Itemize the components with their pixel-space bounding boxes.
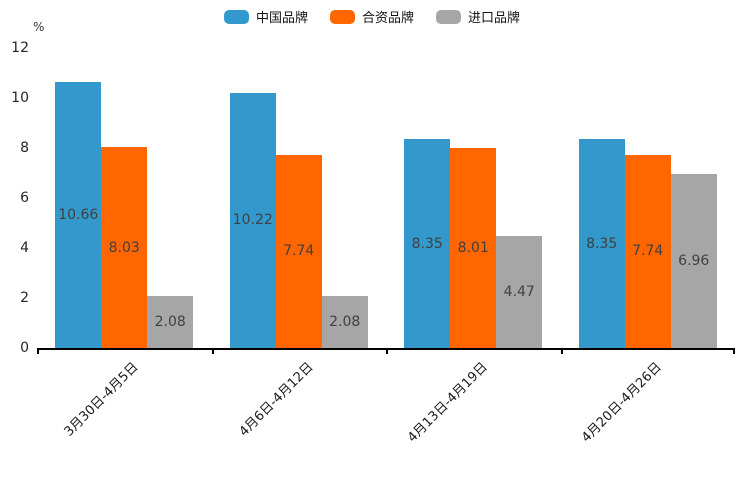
x-axis-tick [386,348,388,354]
y-axis-labels: 0 2 4 6 8 10 12 [0,40,29,356]
y-tick-label: 12 [11,40,29,56]
bar-series-1[interactable]: 7.74 [275,154,322,348]
x-axis-tick [560,348,563,354]
y-tick-label: 4 [20,240,29,256]
y-tick-label: 8 [20,140,29,156]
bar-series-1[interactable]: 8.01 [450,147,497,348]
bar-series-2[interactable]: 2.08 [147,296,194,348]
x-category-label: 4月13日-4月19日 [404,359,491,446]
bar-value-label: 10.66 [58,206,99,223]
bar-series-1[interactable]: 7.74 [624,154,671,348]
bar-series-0[interactable]: 10.22 [229,92,276,348]
legend-item-series-1[interactable]: 合资品牌 [329,7,414,26]
bar-group: 10.22 7.74 2.08 [212,48,387,348]
y-tick-label: 6 [20,190,29,206]
plot-area: 10.66 8.03 2.08 3月30日-4月5日 10.22 7.74 2.08 4月6日… [37,48,736,446]
bar-group: 8.35 7.74 6.96 [561,48,736,348]
x-category-label: 3月30日-4月5日 [61,359,142,440]
bar-value-label: 2.08 [329,314,361,330]
bar-value-label: 7.74 [283,243,315,260]
bar-value-label: 4.47 [503,284,535,301]
x-axis-tick [211,348,214,354]
x-axis-tick [37,348,39,354]
legend-swatch-icon [329,9,355,24]
bar-series-2[interactable]: 4.47 [496,236,543,348]
legend-label: 进口品牌 [468,11,521,26]
bar-value-label: 8.35 [586,235,618,252]
x-category-label: 4月6日-4月12日 [236,359,317,440]
bar-value-label: 6.96 [678,253,710,269]
y-tick-label: 2 [20,290,29,306]
bar-value-label: 8.03 [108,239,140,256]
y-axis-title: % [33,20,45,34]
legend-label: 合资品牌 [361,11,414,26]
bar-value-label: 8.35 [411,235,443,252]
legend-swatch-icon [436,9,461,24]
legend: 中国品牌 合资品牌 进口品牌 [0,7,744,26]
y-tick-label: 0 [20,340,29,356]
bar-series-0[interactable]: 8.35 [578,139,625,348]
bar-group: 10.66 8.03 2.08 [37,48,212,348]
bar-value-label: 7.74 [632,243,664,260]
legend-item-series-2[interactable]: 进口品牌 [436,7,520,26]
bar-series-1[interactable]: 8.03 [101,147,148,348]
bar-series-2[interactable]: 2.08 [321,296,368,348]
legend-label: 中国品牌 [255,11,308,26]
bar-series-2[interactable]: 6.96 [670,174,717,348]
bar-series-0[interactable]: 8.35 [404,139,451,348]
y-tick-label: 10 [11,90,29,106]
x-axis-tick [733,348,735,354]
legend-item-series-0[interactable]: 中国品牌 [223,7,308,26]
bar-value-label: 8.01 [457,239,489,256]
bar-value-label: 10.22 [232,212,273,229]
bar-series-0[interactable]: 10.66 [55,81,102,348]
legend-swatch-icon [223,9,249,24]
x-category-label: 4月20日-4月26日 [579,359,666,446]
bar-value-label: 2.08 [154,314,186,330]
bar-group: 8.35 8.01 4.47 [386,48,561,348]
